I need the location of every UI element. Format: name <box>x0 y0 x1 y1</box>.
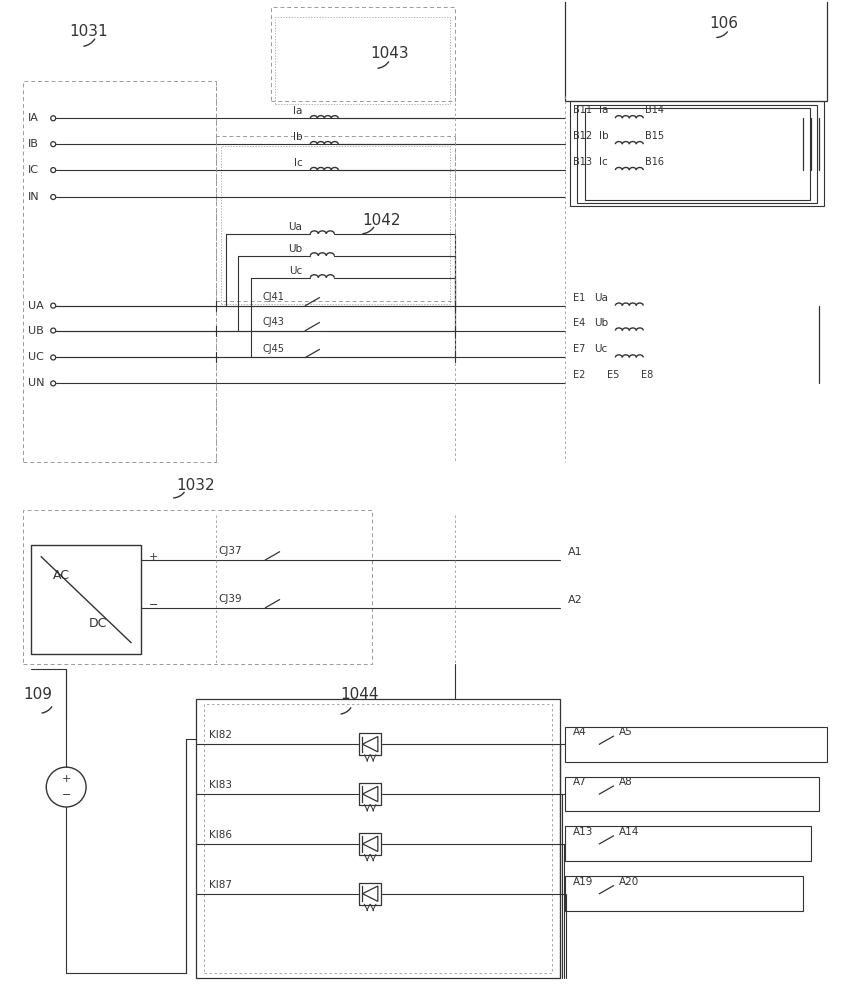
Bar <box>586 108 809 200</box>
Text: Uc: Uc <box>289 266 302 276</box>
Text: 1042: 1042 <box>362 213 401 228</box>
Text: A5: A5 <box>619 727 633 737</box>
Bar <box>565 0 826 101</box>
Bar <box>565 777 819 811</box>
Bar <box>220 146 450 304</box>
Bar <box>577 105 817 203</box>
Text: KI83: KI83 <box>208 780 232 790</box>
Text: 109: 109 <box>24 687 52 702</box>
Text: IA: IA <box>29 113 39 123</box>
Text: E1: E1 <box>574 293 586 303</box>
Text: 1031: 1031 <box>69 24 108 39</box>
Text: B13: B13 <box>574 157 592 167</box>
Text: Ub: Ub <box>289 244 302 254</box>
Text: DC: DC <box>89 617 107 630</box>
Text: A20: A20 <box>619 877 640 887</box>
Bar <box>360 733 381 755</box>
Text: CJ43: CJ43 <box>262 317 284 327</box>
Text: 1032: 1032 <box>176 478 214 493</box>
Bar <box>565 826 811 861</box>
Text: IC: IC <box>29 165 40 175</box>
Text: A7: A7 <box>572 777 587 787</box>
Bar <box>360 783 381 805</box>
Text: Ic: Ic <box>599 157 609 167</box>
Text: UN: UN <box>29 378 45 388</box>
Bar <box>360 833 381 855</box>
Bar <box>24 81 216 462</box>
Bar <box>270 7 455 101</box>
Text: −: − <box>149 600 159 610</box>
Text: E2: E2 <box>574 370 586 380</box>
Text: B12: B12 <box>574 131 592 141</box>
Text: Ub: Ub <box>594 318 609 328</box>
Text: Ia: Ia <box>293 106 302 116</box>
Text: A1: A1 <box>567 547 582 557</box>
Text: AC: AC <box>53 569 70 582</box>
Text: KI82: KI82 <box>208 730 232 740</box>
Text: Ua: Ua <box>594 293 609 303</box>
Bar <box>275 17 450 104</box>
Text: KI86: KI86 <box>208 830 232 840</box>
Text: A4: A4 <box>572 727 587 737</box>
Text: +: + <box>62 774 71 784</box>
Text: Ib: Ib <box>293 132 302 142</box>
Text: CJ45: CJ45 <box>262 344 284 354</box>
Bar <box>360 883 381 905</box>
Text: B14: B14 <box>646 105 664 115</box>
Text: +: + <box>149 552 159 562</box>
Text: E5: E5 <box>608 370 619 380</box>
Text: A19: A19 <box>572 877 592 887</box>
Bar <box>203 704 552 973</box>
Text: CJ41: CJ41 <box>262 292 284 302</box>
Text: 1044: 1044 <box>340 687 379 702</box>
Text: Ic: Ic <box>294 158 302 168</box>
Text: B16: B16 <box>646 157 664 167</box>
Text: Uc: Uc <box>594 344 608 354</box>
Text: KI87: KI87 <box>208 880 232 890</box>
Text: IB: IB <box>29 139 39 149</box>
Bar <box>565 727 826 762</box>
Text: Ib: Ib <box>599 131 609 141</box>
Bar <box>565 876 803 911</box>
Text: −: − <box>62 790 71 800</box>
Bar <box>216 136 455 301</box>
Text: A8: A8 <box>619 777 633 787</box>
Text: 1043: 1043 <box>371 46 408 61</box>
Text: CJ37: CJ37 <box>219 546 242 556</box>
Bar <box>570 101 824 206</box>
Text: E8: E8 <box>641 370 653 380</box>
Bar <box>196 699 560 978</box>
Text: UB: UB <box>29 326 44 336</box>
Text: B15: B15 <box>646 131 664 141</box>
Bar <box>31 545 141 654</box>
Text: UA: UA <box>29 301 44 311</box>
Bar <box>24 510 372 664</box>
Text: 106: 106 <box>709 16 738 31</box>
Text: A14: A14 <box>619 827 640 837</box>
Text: IN: IN <box>29 192 40 202</box>
Text: Ia: Ia <box>599 105 609 115</box>
Text: E7: E7 <box>574 344 586 354</box>
Text: A13: A13 <box>572 827 592 837</box>
Text: Ua: Ua <box>289 222 302 232</box>
Text: A2: A2 <box>567 595 582 605</box>
Text: E4: E4 <box>574 318 586 328</box>
Text: B11: B11 <box>574 105 592 115</box>
Text: UC: UC <box>29 352 44 362</box>
Text: CJ39: CJ39 <box>219 594 242 604</box>
